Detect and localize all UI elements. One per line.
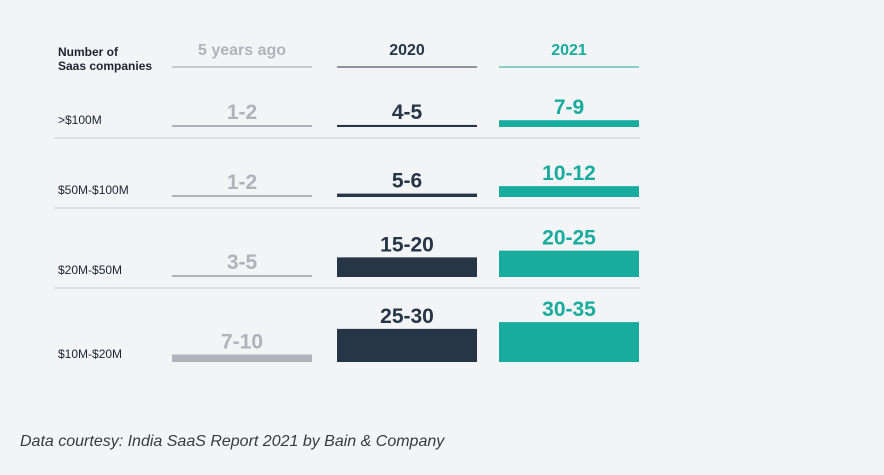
column-header-1: 2020 xyxy=(389,42,425,59)
bar xyxy=(172,125,312,127)
data-label: 3-5 xyxy=(227,251,258,274)
bar xyxy=(172,275,312,277)
column-header-2: 2021 xyxy=(551,42,587,59)
column-header-0: 5 years ago xyxy=(198,42,286,59)
bar xyxy=(499,120,639,127)
data-label: 15-20 xyxy=(380,233,434,256)
data-label: 7-9 xyxy=(554,96,584,119)
data-label: 10-12 xyxy=(542,162,596,185)
bar xyxy=(337,193,477,197)
bar xyxy=(337,328,477,362)
bar xyxy=(172,354,312,362)
data-label: 1-2 xyxy=(227,101,257,124)
bar xyxy=(499,322,639,362)
bar xyxy=(499,250,639,277)
bar xyxy=(499,186,639,197)
data-label: 1-2 xyxy=(227,171,257,194)
source-caption: Data courtesy: India SaaS Report 2021 by… xyxy=(20,433,445,450)
row-header-label-line2: Saas companies xyxy=(58,59,152,73)
row-label: $10M-$20M xyxy=(58,347,122,361)
row-label: >$100M xyxy=(58,113,102,127)
data-label: 20-25 xyxy=(542,227,596,250)
data-label: 25-30 xyxy=(380,305,434,328)
row-label: $50M-$100M xyxy=(58,183,129,197)
bar xyxy=(337,124,477,127)
data-label: 30-35 xyxy=(542,298,596,321)
data-label: 4-5 xyxy=(392,101,423,124)
bar xyxy=(337,257,477,277)
data-label: 5-6 xyxy=(392,170,422,193)
bar xyxy=(172,195,312,197)
data-label: 7-10 xyxy=(221,331,263,354)
row-label: $20M-$50M xyxy=(58,263,122,277)
row-header-label: Number of xyxy=(58,45,119,59)
